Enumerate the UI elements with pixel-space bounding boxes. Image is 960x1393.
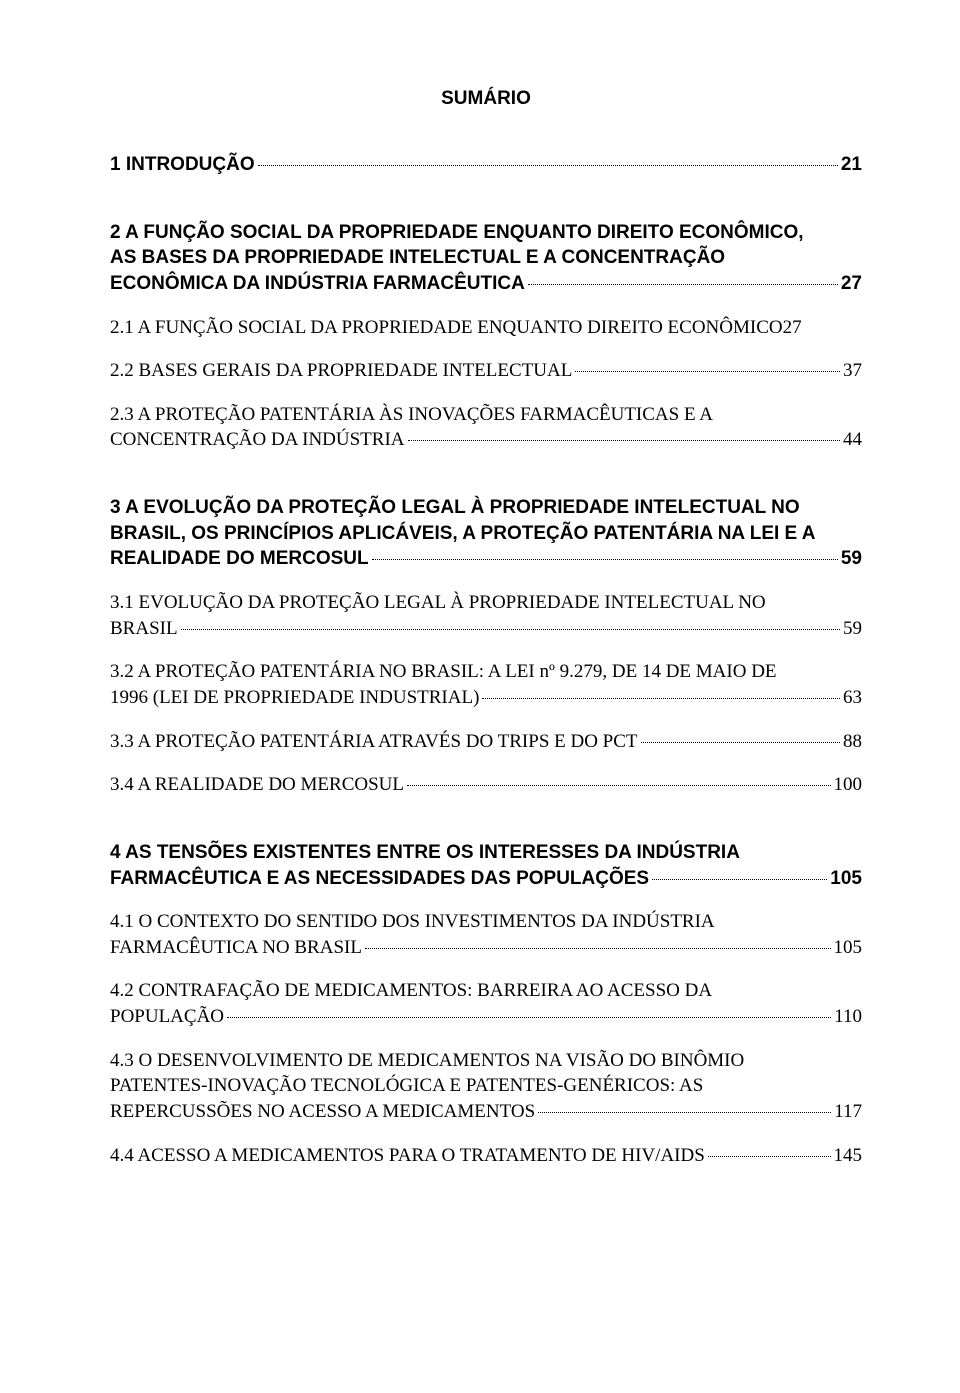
toc-text-line: 4.1 O CONTEXTO DO SENTIDO DOS INVESTIMEN… [110, 909, 862, 935]
toc-page-number: 59 [841, 546, 862, 572]
toc-chapter: 1 INTRODUÇÃO 21 [110, 152, 862, 178]
toc-page-number: 145 [834, 1143, 863, 1169]
toc-page-number: 88 [843, 729, 862, 755]
toc-text-line: 2.3 A PROTEÇÃO PATENTÁRIA ÀS INOVAÇÕES F… [110, 402, 862, 428]
toc-leader [365, 948, 831, 949]
toc-leader [407, 785, 831, 786]
toc-leader [258, 165, 838, 166]
toc-leader [408, 440, 840, 441]
toc-page-number: 37 [843, 358, 862, 384]
toc-text: 2.2 BASES GERAIS DA PROPRIEDADE INTELECT… [110, 358, 572, 384]
toc-text-line: 3 A EVOLUÇÃO DA PROTEÇÃO LEGAL À PROPRIE… [110, 495, 862, 521]
toc-page-number: 44 [843, 427, 862, 453]
toc-sub: 3.2 A PROTEÇÃO PATENTÁRIA NO BRASIL: A L… [110, 659, 862, 710]
toc-page-number: 27 [841, 271, 862, 297]
toc-chapter: 3 A EVOLUÇÃO DA PROTEÇÃO LEGAL À PROPRIE… [110, 495, 862, 798]
toc-heading: 4 AS TENSÕES EXISTENTES ENTRE OS INTERES… [110, 840, 862, 891]
toc-text-line: 4 AS TENSÕES EXISTENTES ENTRE OS INTERES… [110, 840, 862, 866]
toc-leader [641, 742, 840, 743]
toc-leader [482, 698, 840, 699]
toc-sub: 2.1 A FUNÇÃO SOCIAL DA PROPRIEDADE ENQUA… [110, 315, 862, 341]
toc-text: CONCENTRAÇÃO DA INDÚSTRIA [110, 427, 405, 453]
toc-heading: 3 A EVOLUÇÃO DA PROTEÇÃO LEGAL À PROPRIE… [110, 495, 862, 572]
toc-text: 1996 (LEI DE PROPRIEDADE INDUSTRIAL) [110, 685, 479, 711]
toc-sub: 4.3 O DESENVOLVIMENTO DE MEDICAMENTOS NA… [110, 1048, 862, 1125]
toc-heading: 1 INTRODUÇÃO 21 [110, 152, 862, 178]
toc-leader [227, 1017, 831, 1018]
toc-sub: 4.2 CONTRAFAÇÃO DE MEDICAMENTOS: BARREIR… [110, 978, 862, 1029]
toc-text: REALIDADE DO MERCOSUL [110, 546, 369, 572]
toc-text-line: 3.1 EVOLUÇÃO DA PROTEÇÃO LEGAL À PROPRIE… [110, 590, 862, 616]
toc-leader [528, 284, 838, 285]
toc-page-number: 27 [783, 315, 802, 341]
toc-text-line: AS BASES DA PROPRIEDADE INTELECTUAL E A … [110, 245, 862, 271]
toc-text: FARMACÊUTICA NO BRASIL [110, 935, 362, 961]
page-title: SUMÁRIO [110, 88, 862, 110]
toc-leader [538, 1112, 831, 1113]
toc-chapter: 4 AS TENSÕES EXISTENTES ENTRE OS INTERES… [110, 840, 862, 1168]
toc-chapter: 2 A FUNÇÃO SOCIAL DA PROPRIEDADE ENQUANT… [110, 220, 862, 453]
toc-text-line: 3.2 A PROTEÇÃO PATENTÁRIA NO BRASIL: A L… [110, 659, 862, 685]
toc-text: 4.4 ACESSO A MEDICAMENTOS PARA O TRATAME… [110, 1143, 705, 1169]
toc-leader [708, 1156, 831, 1157]
toc-text: REPERCUSSÕES NO ACESSO A MEDICAMENTOS [110, 1099, 535, 1125]
toc-sub: 2.2 BASES GERAIS DA PROPRIEDADE INTELECT… [110, 358, 862, 384]
toc-page-number: 105 [834, 935, 863, 961]
toc-leader [372, 559, 838, 560]
toc-leader [181, 629, 840, 630]
toc-leader [652, 879, 827, 880]
toc-page: SUMÁRIO 1 INTRODUÇÃO 21 2 A FUNÇÃO SOCIA… [0, 0, 960, 1232]
toc-page-number: 59 [843, 616, 862, 642]
toc-text: FARMACÊUTICA E AS NECESSIDADES DAS POPUL… [110, 866, 649, 892]
toc-sub: 3.1 EVOLUÇÃO DA PROTEÇÃO LEGAL À PROPRIE… [110, 590, 862, 641]
toc-text-line: 4.2 CONTRAFAÇÃO DE MEDICAMENTOS: BARREIR… [110, 978, 862, 1004]
toc-page-number: 105 [830, 866, 862, 892]
toc-sub: 3.4 A REALIDADE DO MERCOSUL 100 [110, 772, 862, 798]
toc-text-line: PATENTES-INOVAÇÃO TECNOLÓGICA E PATENTES… [110, 1073, 862, 1099]
toc-leader [575, 371, 840, 372]
toc-page-number: 100 [834, 772, 863, 798]
toc-page-number: 110 [834, 1004, 862, 1030]
toc-text: 1 INTRODUÇÃO [110, 152, 255, 178]
toc-text-line: 2 A FUNÇÃO SOCIAL DA PROPRIEDADE ENQUANT… [110, 220, 862, 246]
toc-text: 3.4 A REALIDADE DO MERCOSUL [110, 772, 404, 798]
toc-page-number: 63 [843, 685, 862, 711]
toc-sub: 4.1 O CONTEXTO DO SENTIDO DOS INVESTIMEN… [110, 909, 862, 960]
toc-text: 2.1 A FUNÇÃO SOCIAL DA PROPRIEDADE ENQUA… [110, 315, 783, 341]
toc-page-number: 117 [834, 1099, 862, 1125]
toc-page-number: 21 [841, 152, 862, 178]
toc-text: ECONÔMICA DA INDÚSTRIA FARMACÊUTICA [110, 271, 525, 297]
toc-text-line: 4.3 O DESENVOLVIMENTO DE MEDICAMENTOS NA… [110, 1048, 862, 1074]
toc-sub: 4.4 ACESSO A MEDICAMENTOS PARA O TRATAME… [110, 1143, 862, 1169]
toc-text: BRASIL [110, 616, 178, 642]
toc-sub: 2.3 A PROTEÇÃO PATENTÁRIA ÀS INOVAÇÕES F… [110, 402, 862, 453]
toc-heading: 2 A FUNÇÃO SOCIAL DA PROPRIEDADE ENQUANT… [110, 220, 862, 297]
toc-text: 3.3 A PROTEÇÃO PATENTÁRIA ATRAVÉS DO TRI… [110, 729, 638, 755]
toc-text: POPULAÇÃO [110, 1004, 224, 1030]
toc-text-line: BRASIL, OS PRINCÍPIOS APLICÁVEIS, A PROT… [110, 521, 862, 547]
toc-sub: 3.3 A PROTEÇÃO PATENTÁRIA ATRAVÉS DO TRI… [110, 729, 862, 755]
